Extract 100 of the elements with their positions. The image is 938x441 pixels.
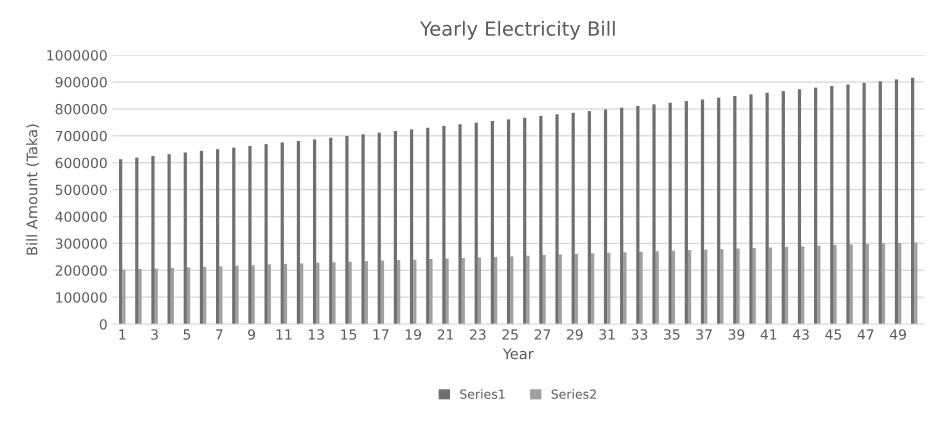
x-tick-label: 49 bbox=[890, 329, 906, 340]
bar bbox=[429, 259, 433, 324]
y-tick-label: 100000 bbox=[56, 292, 107, 303]
bar bbox=[232, 148, 236, 324]
bar bbox=[830, 86, 834, 324]
bar bbox=[688, 250, 692, 324]
bar bbox=[410, 129, 414, 324]
x-tick-label: 39 bbox=[728, 329, 744, 340]
x-tick-label: 7 bbox=[216, 329, 222, 340]
bar bbox=[490, 121, 494, 324]
bar bbox=[911, 78, 914, 324]
chart-title: Yearly Electricity Bill bbox=[420, 20, 615, 40]
bar bbox=[168, 154, 171, 324]
bar bbox=[252, 265, 255, 324]
bar bbox=[151, 156, 155, 324]
x-tick-label: 1 bbox=[119, 329, 126, 340]
bar bbox=[394, 130, 398, 324]
y-tick-label: 1000000 bbox=[47, 50, 107, 61]
bar bbox=[329, 138, 332, 324]
bar bbox=[866, 244, 869, 324]
x-axis-title: Year bbox=[502, 348, 534, 360]
bar bbox=[684, 101, 688, 324]
bar bbox=[280, 142, 284, 324]
bar bbox=[446, 258, 449, 324]
bar bbox=[588, 111, 591, 324]
bar bbox=[426, 128, 430, 324]
bar bbox=[345, 136, 349, 324]
bar bbox=[814, 88, 818, 324]
bar bbox=[264, 144, 268, 324]
bar bbox=[878, 81, 882, 324]
bar bbox=[894, 79, 898, 324]
bar bbox=[458, 124, 462, 324]
bar bbox=[555, 114, 559, 324]
bar bbox=[154, 268, 158, 324]
bar bbox=[216, 149, 220, 324]
bar bbox=[184, 152, 187, 324]
bar bbox=[119, 159, 122, 324]
bar bbox=[623, 252, 627, 324]
bar bbox=[882, 243, 886, 324]
bar bbox=[700, 100, 704, 324]
bar bbox=[494, 256, 498, 324]
bar bbox=[462, 258, 465, 324]
bar bbox=[122, 270, 126, 324]
bar bbox=[478, 257, 482, 324]
bar bbox=[219, 266, 222, 324]
bar bbox=[200, 150, 204, 324]
x-tick-label: 23 bbox=[470, 329, 486, 340]
bar bbox=[526, 256, 530, 324]
bar bbox=[652, 104, 656, 324]
bar bbox=[720, 249, 724, 324]
x-tick-label: 45 bbox=[825, 329, 842, 340]
bar bbox=[510, 256, 514, 324]
bar bbox=[833, 245, 837, 324]
bar bbox=[782, 91, 785, 324]
x-tick-label: 9 bbox=[248, 329, 255, 340]
x-tick-label: 17 bbox=[374, 329, 389, 340]
bar bbox=[235, 266, 239, 324]
bar bbox=[668, 102, 672, 324]
bar bbox=[656, 251, 659, 324]
y-tick-label: 500000 bbox=[56, 184, 107, 196]
bar bbox=[284, 264, 288, 324]
bar bbox=[268, 264, 271, 324]
bar bbox=[248, 146, 252, 324]
x-tick-label: 27 bbox=[534, 329, 550, 340]
x-tick-label: 5 bbox=[184, 329, 190, 340]
bar bbox=[604, 109, 608, 324]
y-tick-label: 600000 bbox=[56, 158, 107, 168]
x-tick-label: 21 bbox=[438, 329, 454, 340]
x-tick-label: 31 bbox=[599, 329, 615, 340]
bar bbox=[717, 98, 720, 324]
bar bbox=[558, 254, 562, 324]
bar bbox=[539, 116, 542, 324]
y-tick-label: 800000 bbox=[56, 104, 107, 114]
legend-label: Series1 bbox=[460, 389, 505, 399]
bar bbox=[704, 250, 708, 324]
bar bbox=[572, 112, 575, 324]
x-tick-label: 43 bbox=[792, 329, 809, 340]
bar bbox=[300, 263, 304, 324]
bar bbox=[397, 260, 400, 324]
bar bbox=[798, 89, 802, 324]
bar bbox=[138, 268, 142, 324]
x-tick-label: 37 bbox=[696, 329, 712, 340]
x-tick-label: 13 bbox=[308, 329, 324, 340]
bar bbox=[898, 242, 902, 324]
bar bbox=[752, 248, 756, 324]
y-tick-label: 0 bbox=[100, 319, 107, 330]
bar bbox=[590, 253, 594, 324]
bar bbox=[733, 96, 736, 324]
bar bbox=[736, 248, 740, 324]
bar bbox=[312, 139, 316, 324]
bar bbox=[474, 122, 478, 324]
bar bbox=[620, 108, 624, 324]
y-tick-label: 200000 bbox=[56, 265, 107, 276]
bar bbox=[639, 252, 643, 324]
bar bbox=[672, 250, 676, 324]
x-tick-label: 25 bbox=[502, 329, 518, 340]
bar bbox=[135, 158, 138, 324]
x-tick-label: 33 bbox=[632, 329, 648, 340]
bar bbox=[380, 260, 384, 324]
bar bbox=[332, 262, 336, 324]
